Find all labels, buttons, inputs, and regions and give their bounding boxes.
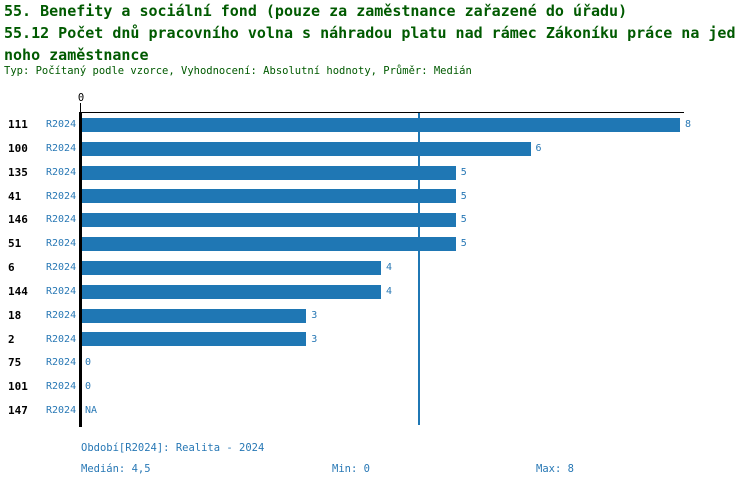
row-series-label: R2024 [46,309,77,321]
chart-title-line1: 55. Benefity a sociální fond (pouze za z… [4,2,628,20]
chart-meta-line: Typ: Počítaný podle vzorce, Vyhodnocení:… [4,65,472,77]
row-category-label: 147 [8,404,28,418]
bar [82,284,381,299]
bar [82,308,307,323]
row-series-label: R2024 [46,190,77,202]
bar-row: 100 R2024 6 [0,137,750,161]
bar-value-label: 6 [535,142,542,154]
bar-value-label: 5 [460,214,467,226]
bar-row: 6 R2024 4 [0,256,750,280]
row-series-label: R2024 [46,262,77,274]
row-category-label: 100 [8,141,28,155]
bar-row: 41 R2024 5 [0,185,750,209]
bar [82,237,456,252]
bar [82,189,456,204]
row-series-label: R2024 [46,142,77,154]
bar-value-label: 4 [386,285,393,297]
bar [82,213,456,228]
row-category-label: 41 [8,189,22,203]
x-axis-zero-tick-label: 0 [77,92,85,104]
bar-value-label: 8 [685,119,692,130]
row-category-label: 18 [8,308,22,322]
row-category-label: 75 [8,356,22,370]
row-series-label: R2024 [46,405,77,417]
footer-period-label: Období[R2024]: Realita - 2024 [81,442,265,454]
row-series-label: R2024 [46,166,77,178]
row-series-label: R2024 [46,119,77,130]
bar [82,260,381,275]
bar-row: 18 R2024 3 [0,304,750,328]
bar-value-label: NA [85,405,98,417]
bar-row: 146 R2024 5 [0,208,750,232]
row-category-label: 135 [8,165,28,179]
bar-row: 147 R2024 NA [0,399,750,423]
bar-value-label: 0 [85,381,92,393]
row-series-label: R2024 [46,238,77,250]
row-series-label: R2024 [46,214,77,226]
chart-title-line2: 55.12 Počet dnů pracovního volna s náhra… [4,24,736,42]
row-category-label: 51 [8,237,22,251]
row-series-label: R2024 [46,357,77,369]
row-category-label: 6 [8,261,15,275]
row-series-label: R2024 [46,333,77,345]
bar-row: 111 R2024 8 [0,113,750,137]
bar-value-label: 3 [311,333,318,345]
x-axis-line [79,112,684,113]
y-axis-line [79,112,82,427]
footer-median-label: Medián: 4,5 [81,463,151,475]
row-category-label: 101 [8,380,28,394]
row-series-label: R2024 [46,285,77,297]
bar-value-label: 0 [85,357,92,369]
bar [82,117,680,132]
footer-min-label: Min: 0 [332,463,370,475]
bar-value-label: 5 [460,190,467,202]
row-category-label: 2 [8,332,15,346]
bar-row: 51 R2024 5 [0,232,750,256]
bar-value-label: 5 [460,238,467,250]
bar [82,165,456,180]
bar-row: 2 R2024 3 [0,328,750,352]
x-axis-zero-tick [80,103,81,112]
bar-value-label: 3 [311,309,318,321]
row-category-label: 111 [8,118,28,131]
bar-rows: 111 R2024 8 100 R2024 6 135 R2024 5 41 R… [0,113,750,423]
chart-title-line3: noho zaměstnance [4,46,149,64]
row-series-label: R2024 [46,381,77,393]
footer-max-label: Max: 8 [536,463,574,475]
bar-value-label: 5 [460,166,467,178]
median-line [418,113,420,425]
bar [82,332,307,347]
row-category-label: 144 [8,284,28,298]
bar-row: 144 R2024 4 [0,280,750,304]
bar-row: 75 R2024 0 [0,351,750,375]
bar-row: 101 R2024 0 [0,375,750,399]
bar [82,141,531,156]
bar-row: 135 R2024 5 [0,161,750,185]
bar-value-label: 4 [386,262,393,274]
row-category-label: 146 [8,213,28,227]
